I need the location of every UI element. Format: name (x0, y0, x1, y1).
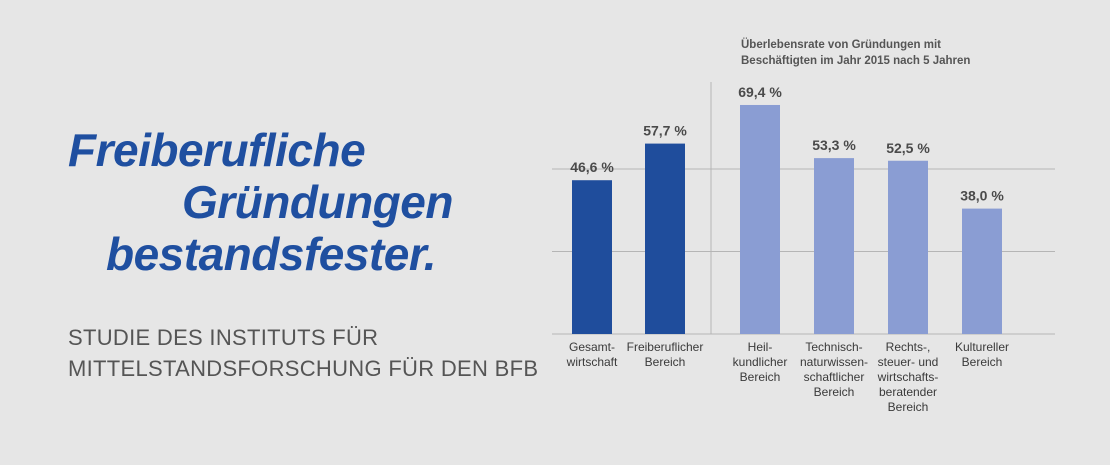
category-label-4: Rechts-, steuer- und wirtschafts- berate… (877, 340, 939, 414)
chart-title-line-1: Überlebensrate von Gründungen mit (741, 39, 941, 51)
subtitle-line-2: MITTELSTANDSFORSCHUNG FÜR DEN BFB (68, 356, 539, 381)
bar-0 (572, 180, 612, 334)
headline-line-1: Freiberufliche (68, 124, 366, 176)
headline: Freiberufliche Gründungen bestandsfester… (68, 124, 453, 280)
value-label-3: 53,3 % (812, 137, 856, 153)
headline-line-3: bestandsfester. (106, 228, 436, 280)
chart-title: Überlebensrate von Gründungen mit Beschä… (741, 37, 970, 69)
value-label-2: 69,4 % (738, 84, 782, 100)
category-label-2: Heil- kundlicher Bereich (732, 340, 788, 384)
study-subtitle: STUDIE DES INSTITUTS FÜR MITTELSTANDSFOR… (68, 322, 538, 384)
bar-5 (962, 208, 1002, 334)
value-label-1: 57,7 % (643, 123, 687, 139)
category-label-0: Gesamt- wirtschaft (566, 340, 618, 369)
bar-1 (645, 143, 685, 334)
value-label-5: 38,0 % (960, 188, 1004, 204)
category-label-3: Technisch- naturwissen- schaftlicher Ber… (799, 340, 869, 399)
bar-4 (888, 160, 928, 334)
category-label-1: Freiberuflicher Bereich (626, 340, 704, 369)
value-label-0: 46,6 % (570, 159, 614, 175)
category-label-5: Kultureller Bereich (954, 340, 1010, 369)
bar-2 (740, 104, 780, 334)
value-label-4: 52,5 % (886, 140, 930, 156)
headline-line-2: Gründungen (182, 176, 453, 228)
chart-title-line-2: Beschäftigten im Jahr 2015 nach 5 Jahren (741, 55, 971, 67)
subtitle-line-1: STUDIE DES INSTITUTS FÜR (68, 325, 379, 350)
bar-3 (814, 158, 854, 334)
